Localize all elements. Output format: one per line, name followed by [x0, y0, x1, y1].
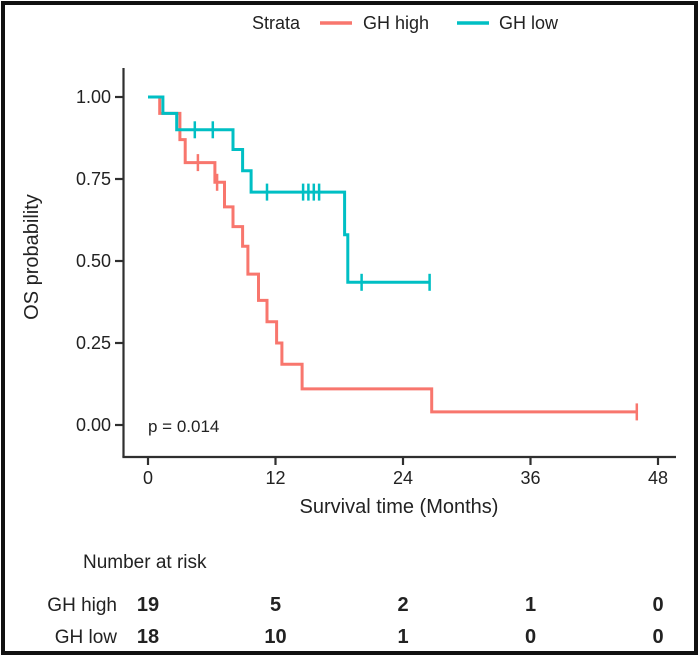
y-tick-1.00: 1.00	[76, 87, 111, 107]
y-tick-labels: 1.00 0.75 0.50 0.25 0.00	[76, 87, 111, 435]
risk-table-title: Number at risk	[83, 552, 207, 573]
x-tick-48: 48	[648, 468, 668, 488]
axes	[115, 68, 676, 465]
risk-count: 19	[137, 594, 159, 616]
km-curve-gh-high	[148, 95, 637, 414]
risk-count: 5	[270, 594, 281, 616]
y-tick-0.00: 0.00	[76, 415, 111, 435]
legend-title: Strata	[252, 13, 301, 33]
x-axis-title: Survival time (Months)	[300, 496, 499, 518]
risk-count: 18	[137, 626, 159, 648]
legend: Strata GH high GH low	[252, 13, 559, 33]
legend-label-gh-low: GH low	[499, 13, 559, 33]
risk-count: 0	[652, 626, 663, 648]
risk-row-gh-low: 18 10 1 0 0	[137, 626, 664, 648]
risk-table: Number at risk GH high 19 5 2 1 0 GH low…	[47, 552, 663, 648]
risk-count: 1	[397, 626, 408, 648]
km-curve-gh-low	[148, 95, 430, 284]
risk-count: 0	[652, 594, 663, 616]
y-axis-title: OS probability	[21, 194, 43, 320]
p-value-annotation: p = 0.014	[148, 417, 219, 436]
risk-count: 10	[264, 626, 286, 648]
y-tick-0.25: 0.25	[76, 333, 111, 353]
x-tick-labels: 0 12 24 36 48	[143, 468, 668, 488]
risk-row-label-gh-low: GH low	[55, 627, 118, 648]
risk-count: 0	[525, 626, 536, 648]
survival-curves	[148, 95, 639, 421]
risk-row-gh-high: 19 5 2 1 0	[137, 594, 664, 616]
legend-label-gh-high: GH high	[363, 13, 429, 33]
risk-count: 1	[525, 594, 536, 616]
risk-count: 2	[397, 594, 408, 616]
x-tick-24: 24	[393, 468, 413, 488]
risk-row-label-gh-high: GH high	[47, 595, 117, 616]
x-tick-36: 36	[520, 468, 540, 488]
y-tick-0.75: 0.75	[76, 169, 111, 189]
y-tick-0.50: 0.50	[76, 251, 111, 271]
x-tick-12: 12	[265, 468, 285, 488]
x-tick-0: 0	[143, 468, 153, 488]
